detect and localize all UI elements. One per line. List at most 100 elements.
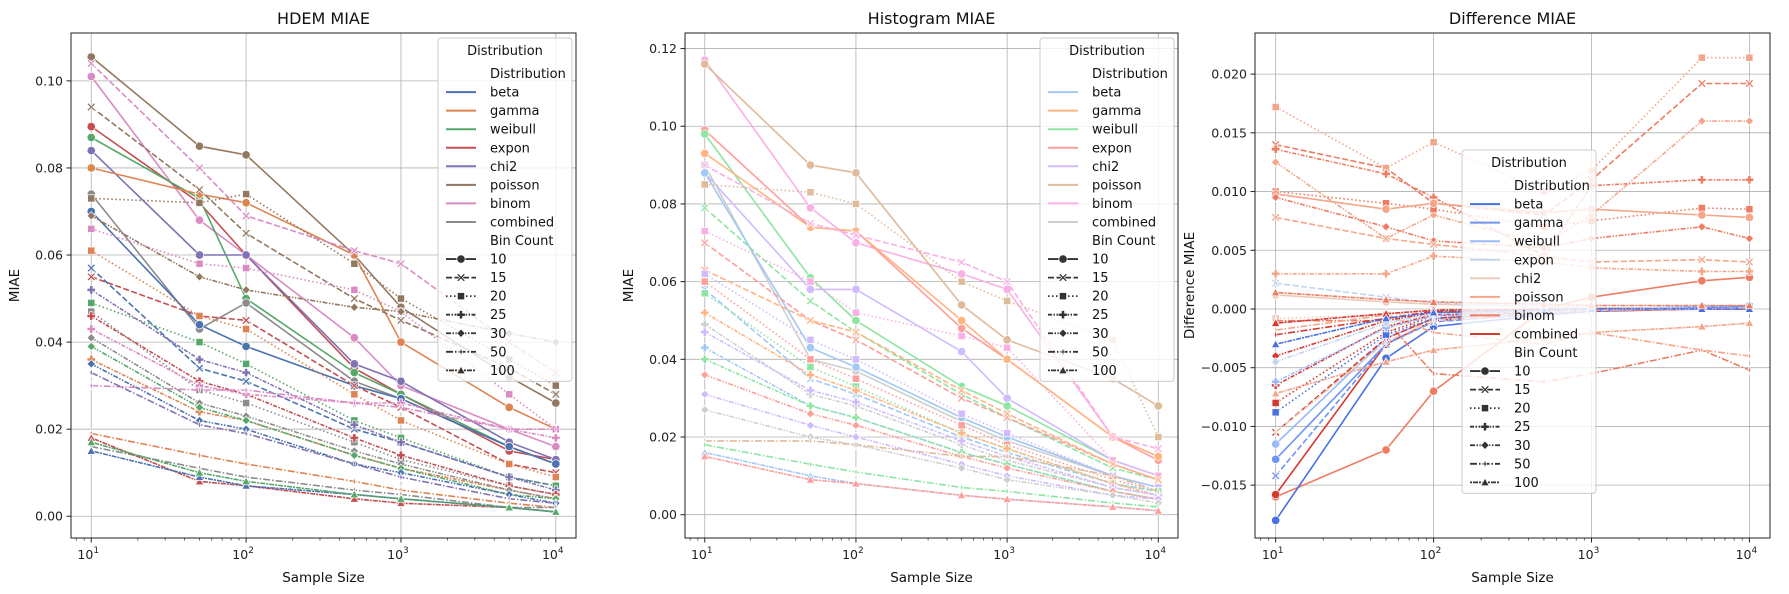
data-point-gamma-15 xyxy=(805,315,816,326)
legend-label-bins-10: 10 xyxy=(1092,253,1109,268)
data-point-weibull-10 xyxy=(349,368,359,378)
data-point-poisson-10 xyxy=(241,150,251,160)
data-point-poisson-15 xyxy=(396,315,406,326)
y-tick-label: 0.12 xyxy=(649,41,677,56)
legend-hue-header: Distribution xyxy=(1092,67,1168,82)
y-tick-label: 0.010 xyxy=(1211,184,1247,199)
x-axis-label: Sample Size xyxy=(1471,570,1554,586)
legend-label-bins-30: 30 xyxy=(490,327,507,342)
x-axis-label: Sample Size xyxy=(890,570,973,586)
data-point-chi2-10 xyxy=(86,145,96,156)
legend-label-expon: expon xyxy=(1514,253,1554,268)
x-tick-label: 101 xyxy=(1262,546,1284,562)
data-point-poisson-20 xyxy=(1745,53,1754,62)
panel-title: HDEM MIAE xyxy=(277,9,370,28)
data-point-combined-25 xyxy=(700,319,710,329)
data-point-binom-15 xyxy=(194,163,205,173)
data-point-binom-10 xyxy=(805,203,815,213)
data-point-chi2-25 xyxy=(396,437,406,447)
data-point-poisson-20 xyxy=(397,294,405,303)
legend-marker-30 xyxy=(1480,440,1490,450)
y-tick-label: −0.015 xyxy=(1201,478,1247,493)
data-point-poisson-15 xyxy=(1428,239,1439,250)
data-point-poisson-10 xyxy=(551,398,561,408)
x-tick-label: 102 xyxy=(1420,546,1442,562)
data-point-chi2-25 xyxy=(700,327,710,337)
data-point-gamma-20 xyxy=(551,473,560,482)
data-point-poisson-15 xyxy=(1744,257,1755,267)
data-point-binom-30 xyxy=(1270,192,1281,203)
data-point-binom-10 xyxy=(1002,284,1012,294)
data-point-weibull-50 xyxy=(808,458,813,470)
data-point-gamma-50 xyxy=(352,476,357,487)
data-point-weibull-50 xyxy=(854,466,858,478)
data-point-poisson-100 xyxy=(1697,321,1707,331)
data-point-chi2-10 xyxy=(1002,393,1012,403)
x-tick-label: 103 xyxy=(993,546,1015,562)
data-point-gamma-10 xyxy=(86,163,96,173)
legend-label-bins-100: 100 xyxy=(1514,476,1539,491)
data-point-chi2-10 xyxy=(851,284,861,294)
data-point-weibull-25 xyxy=(700,354,710,364)
data-point-binom-20 xyxy=(242,264,251,273)
data-point-binom-25 xyxy=(1381,169,1391,179)
data-point-beta-20 xyxy=(1271,408,1280,417)
data-point-binom-20 xyxy=(87,224,96,233)
data-point-beta-10 xyxy=(851,362,861,372)
y-axis-label: Difference MIAE xyxy=(1182,232,1198,339)
data-point-poisson-100 xyxy=(1381,356,1391,366)
data-point-gamma-10 xyxy=(957,315,967,326)
series-line-chi2-50 xyxy=(90,371,556,504)
data-point-expon-25 xyxy=(349,433,359,443)
data-point-chi2-50 xyxy=(244,428,248,439)
legend-label-bins-20: 20 xyxy=(490,290,507,305)
data-point-combined-30 xyxy=(1002,475,1012,485)
data-point-binom-15 xyxy=(86,58,96,69)
data-point-binom-10 xyxy=(1429,386,1439,396)
data-point-binom-20 xyxy=(505,390,514,399)
data-point-weibull-30 xyxy=(194,402,205,413)
y-tick-label: 0.00 xyxy=(649,507,677,522)
data-point-weibull-25 xyxy=(1271,377,1281,387)
data-point-expon-15 xyxy=(956,393,967,403)
legend-title: Distribution xyxy=(1491,156,1567,171)
data-point-weibull-15 xyxy=(805,296,816,306)
data-point-beta-10 xyxy=(241,341,251,351)
data-point-poisson-100 xyxy=(1270,388,1281,398)
data-point-binom-10 xyxy=(194,215,205,225)
data-point-poisson-15 xyxy=(1270,212,1281,223)
data-point-binom-30 xyxy=(1697,222,1707,232)
legend-label-beta: beta xyxy=(1092,86,1121,101)
y-tick-label: 0.08 xyxy=(649,196,677,211)
legend-marker-100 xyxy=(1480,477,1490,487)
data-point-gamma-20 xyxy=(195,312,204,320)
data-point-expon-15 xyxy=(700,238,710,248)
legend-label-bins-50: 50 xyxy=(1092,345,1109,360)
data-point-gamma-25 xyxy=(700,308,710,318)
legend-label-bins-25: 25 xyxy=(1514,420,1531,435)
data-point-binom-20 xyxy=(957,332,966,340)
data-point-poisson-30 xyxy=(1744,116,1755,126)
legend-label-gamma: gamma xyxy=(490,104,540,119)
data-point-binom-10 xyxy=(349,333,359,343)
data-point-poisson-50 xyxy=(1156,486,1160,497)
data-point-binom-50 xyxy=(507,423,511,435)
data-point-poisson-30 xyxy=(349,302,360,312)
data-point-chi2-50 xyxy=(197,419,202,431)
data-point-combined-10 xyxy=(1271,489,1281,500)
legend-marker-100 xyxy=(1058,365,1068,375)
data-point-gamma-15 xyxy=(851,327,861,337)
data-point-gamma-20 xyxy=(505,460,514,468)
data-point-poisson-20 xyxy=(700,180,709,189)
data-point-beta-100 xyxy=(194,472,205,481)
legend-hue-header: Distribution xyxy=(1514,179,1590,194)
legend-marker-25 xyxy=(1480,422,1490,432)
x-tick-label: 104 xyxy=(1736,546,1758,562)
legend-label-bins-100: 100 xyxy=(1092,364,1117,379)
data-point-binom-25 xyxy=(1697,175,1707,185)
data-point-poisson-50 xyxy=(1431,327,1436,338)
data-point-expon-30 xyxy=(805,408,816,419)
data-point-binom-15 xyxy=(700,160,710,170)
data-point-beta-100 xyxy=(1428,307,1439,317)
data-point-weibull-10 xyxy=(851,315,861,326)
